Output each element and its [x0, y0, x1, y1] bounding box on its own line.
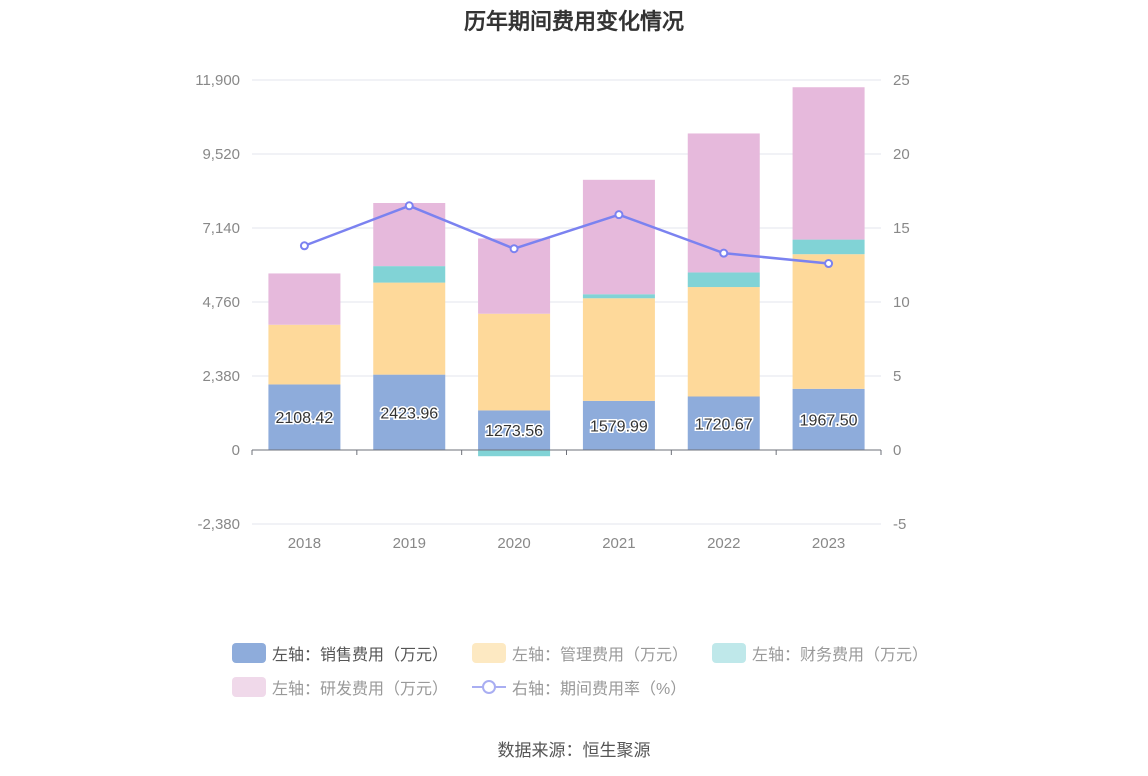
left-tick-label: 7,140 — [202, 220, 240, 237]
right-tick-label: 15 — [893, 220, 910, 237]
x-tick-label: 2023 — [812, 535, 845, 552]
bar-segment — [478, 450, 551, 457]
line-layer — [299, 201, 834, 269]
legend-row-1: 左轴：销售费用（万元） 左轴：管理费用（万元） 左轴：财务费用（万元） — [232, 636, 932, 670]
bar-segment — [582, 179, 655, 295]
legend-swatch-admin — [472, 643, 507, 663]
right-tick-label: 0 — [893, 442, 901, 459]
right-tick-label: 25 — [893, 72, 910, 89]
legend-label-rd: 左轴：研发费用（万元） — [272, 681, 449, 698]
bar-segment — [373, 282, 446, 375]
right-tick-label: 10 — [893, 294, 910, 311]
grid-layer — [252, 79, 881, 525]
data-label: 1967.50 — [800, 412, 858, 429]
bar-segment — [373, 203, 446, 267]
legend: 左轴：销售费用（万元） 左轴：管理费用（万元） 左轴：财务费用（万元） 左轴：研… — [232, 636, 932, 704]
bar-segment — [792, 254, 865, 389]
bar-segment — [268, 384, 341, 450]
x-tick-label: 2022 — [707, 535, 740, 552]
bar-segment — [792, 87, 865, 240]
bar-segment — [478, 313, 551, 411]
expense-rate-point — [824, 259, 834, 269]
left-tick-label: 2,380 — [202, 368, 240, 385]
left-tick-label: 9,520 — [202, 146, 240, 163]
expense-rate-point — [614, 210, 624, 220]
bar-segment — [582, 298, 655, 401]
data-label: 2423.96 — [380, 405, 438, 422]
expense-rate-point — [509, 244, 519, 254]
legend-label-finance: 左轴：财务费用（万元） — [752, 647, 929, 664]
bar-segment — [373, 374, 446, 450]
legend-swatch-rd — [232, 677, 266, 697]
bar-segment — [687, 287, 760, 397]
bar-segment — [582, 400, 655, 450]
chart-area: 11,900 25 9,520 20 7,140 15 4,760 10 2,380 5 0 0 -2,… — [195, 72, 909, 552]
x-tick-label: 2021 — [602, 535, 635, 552]
data-label: 2108.42 — [275, 410, 333, 427]
expense-rate-point — [299, 241, 309, 251]
left-tick-label: -2,380 — [197, 516, 240, 533]
x-tick-label: 2020 — [497, 535, 530, 552]
legend-item-expense-rate[interactable]: 右轴：期间费用率（%） — [472, 675, 686, 699]
left-tick-label: 4,760 — [202, 294, 240, 311]
bar-layer — [268, 87, 865, 457]
axis-layer: 11,900 25 9,520 20 7,140 15 4,760 10 2,380 5 0 0 -2,… — [195, 72, 909, 552]
right-tick-label: 5 — [893, 368, 901, 385]
expense-rate-line — [303, 204, 829, 265]
expense-rate-point — [719, 248, 729, 258]
data-label: 1720.67 — [695, 416, 753, 433]
legend-label-expense-rate: 右轴：期间费用率（%） — [512, 681, 687, 698]
label-layer: 2108.42 2423.96 1273.56 1579.99 1720.67 1967.… — [274, 404, 859, 442]
legend-label-sales: 左轴：销售费用（万元） — [272, 647, 449, 664]
x-tick-label: 2019 — [393, 535, 426, 552]
chart-title: 历年期间费用变化情况 — [463, 9, 684, 34]
data-label: 1273.56 — [485, 423, 543, 440]
legend-row-2: 左轴：研发费用（万元） 右轴：期间费用率（%） — [232, 670, 932, 704]
bar-segment — [687, 396, 760, 450]
bar-segment — [792, 388, 865, 450]
right-tick-label: -5 — [893, 516, 906, 533]
bar-segment — [268, 273, 341, 325]
left-tick-label: 11,900 — [195, 72, 240, 89]
expense-rate-point — [404, 201, 414, 211]
x-tick-label: 2018 — [288, 535, 321, 552]
right-tick-label: 20 — [893, 146, 910, 163]
data-label: 1579.99 — [590, 418, 648, 435]
legend-label-admin: 左轴：管理费用（万元） — [512, 647, 689, 664]
legend-item-finance[interactable]: 左轴：财务费用（万元） — [712, 641, 928, 665]
legend-swatch-dot — [482, 680, 497, 694]
bar-segment — [373, 266, 446, 283]
bar-segment — [792, 239, 865, 255]
bar-segment — [268, 324, 341, 385]
legend-swatch-finance — [712, 643, 747, 663]
legend-swatch-expense-rate — [472, 677, 507, 697]
legend-item-admin[interactable]: 左轴：管理费用（万元） — [472, 641, 688, 665]
legend-swatch-sales — [232, 643, 266, 663]
legend-item-rd[interactable]: 左轴：研发费用（万元） — [232, 675, 448, 699]
left-tick-label: 0 — [232, 442, 240, 459]
bar-segment — [687, 272, 760, 288]
bar-segment — [582, 294, 655, 299]
legend-item-sales[interactable]: 左轴：销售费用（万元） — [232, 641, 448, 665]
data-source: 数据来源：恒生聚源 — [497, 741, 651, 760]
bar-segment — [478, 410, 551, 450]
